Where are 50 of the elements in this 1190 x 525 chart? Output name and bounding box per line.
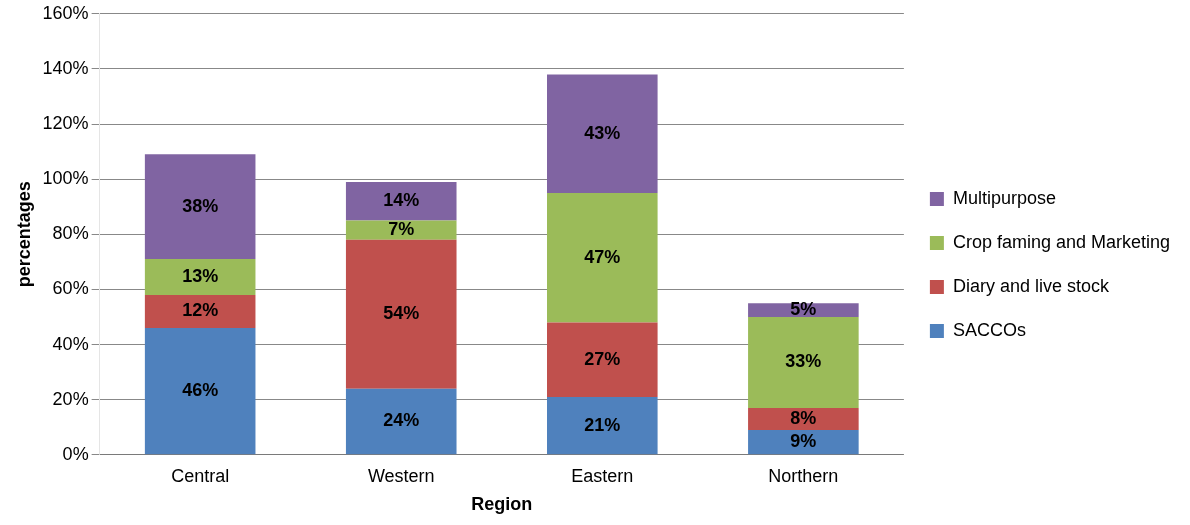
y-tick-label: 60% <box>52 278 89 299</box>
data-label: 47% <box>584 246 621 267</box>
bar <box>144 294 256 329</box>
data-label: 7% <box>388 219 415 240</box>
x-tick-label: Western <box>367 465 435 486</box>
data-label: 27% <box>584 348 621 369</box>
y-tick-label: 120% <box>42 113 89 134</box>
legend-label: Diary and live stock <box>952 275 1110 296</box>
legend-label: Crop faming and Marketing <box>952 231 1170 252</box>
x-tick-label: Central <box>171 465 230 486</box>
y-tick-label: 80% <box>52 223 89 244</box>
y-tick-label: 0% <box>62 443 89 464</box>
bar <box>547 74 658 193</box>
y-tick-label: 100% <box>42 168 89 189</box>
bar <box>547 192 658 323</box>
data-label: 38% <box>182 195 219 216</box>
y-tick-label: 20% <box>52 388 89 409</box>
bar <box>144 328 256 455</box>
x-tick-label: Northern <box>768 465 839 486</box>
bar <box>345 181 457 221</box>
bar <box>144 154 256 260</box>
y-tick-label: 140% <box>42 57 89 78</box>
y-axis-title: percentages <box>13 181 34 288</box>
data-label: 43% <box>584 122 621 143</box>
data-label: 24% <box>383 410 420 431</box>
bar <box>748 407 859 430</box>
bar <box>345 239 457 389</box>
data-label: 13% <box>182 265 219 286</box>
x-tick-label: Eastern <box>571 465 634 486</box>
data-label: 12% <box>182 300 219 321</box>
bar <box>345 220 457 240</box>
data-label: 9% <box>790 431 817 452</box>
data-label: 14% <box>383 190 420 211</box>
y-tick-label: 40% <box>52 333 89 354</box>
x-axis-title: Region <box>471 494 533 515</box>
data-label: 5% <box>790 299 817 320</box>
y-tick-label: 160% <box>42 2 89 23</box>
bar <box>547 322 658 397</box>
bar <box>748 429 859 455</box>
bar <box>547 396 658 455</box>
bar <box>345 388 457 455</box>
data-label: 8% <box>790 407 817 428</box>
bar <box>748 316 859 408</box>
data-label: 21% <box>584 414 621 435</box>
bar <box>144 259 256 295</box>
data-label: 46% <box>182 380 219 401</box>
data-label: 33% <box>785 351 822 372</box>
legend-label: Multipurpose <box>952 187 1056 208</box>
legend-label: SACCOs <box>952 319 1026 340</box>
data-label: 54% <box>383 303 420 324</box>
